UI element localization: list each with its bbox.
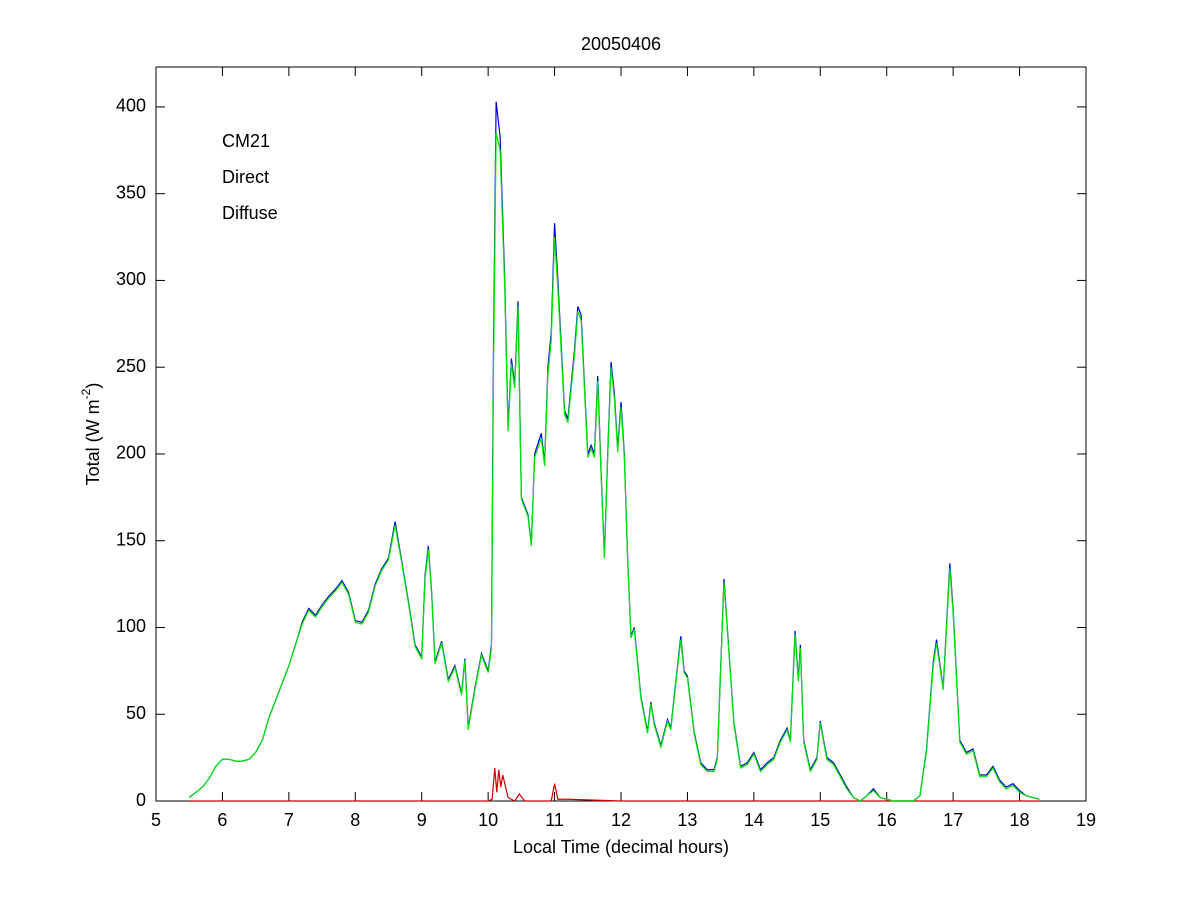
x-tick-label: 8 <box>350 810 360 830</box>
legend-label: CM21 <box>222 131 270 151</box>
y-tick-label: 50 <box>126 703 146 723</box>
y-tick-label: 100 <box>116 616 146 636</box>
x-tick-label: 15 <box>810 810 830 830</box>
y-tick-label: 250 <box>116 356 146 376</box>
y-tick-label: 200 <box>116 443 146 463</box>
x-tick-label: 11 <box>545 810 564 830</box>
y-tick-label: 350 <box>116 182 146 202</box>
y-tick-label: 400 <box>116 96 146 116</box>
x-tick-label: 10 <box>478 810 498 830</box>
x-tick-label: 7 <box>284 810 294 830</box>
y-label-superscript: -2 <box>79 388 93 399</box>
plot-frame <box>155 66 1087 802</box>
x-tick-label: 16 <box>877 810 897 830</box>
legend-label: Diffuse <box>222 203 278 223</box>
x-tick-label: 14 <box>744 810 764 830</box>
x-tick-label: 9 <box>417 810 427 830</box>
x-tick-label: 17 <box>943 810 963 830</box>
y-axis-label: Total (W m-2) <box>79 383 103 486</box>
x-tick-label: 13 <box>677 810 697 830</box>
chart-title: 20050406 <box>581 34 661 54</box>
x-tick-label: 12 <box>611 810 631 830</box>
series-line <box>189 767 1040 802</box>
y-tick-label: 150 <box>116 529 146 549</box>
x-tick-label: 19 <box>1076 810 1096 830</box>
x-tick-label: 18 <box>1010 810 1030 830</box>
y-tick-label: 300 <box>116 269 146 289</box>
y-label-suffix: ) <box>83 383 103 389</box>
x-axis-label: Local Time (decimal hours) <box>513 837 729 857</box>
x-tick-label: 5 <box>151 810 161 830</box>
x-tick-label: 6 <box>217 810 227 830</box>
legend-label: Direct <box>222 167 269 187</box>
y-tick-label: 0 <box>136 790 146 810</box>
y-label-text: Total (W m <box>83 399 103 485</box>
series-line <box>188 132 1040 802</box>
